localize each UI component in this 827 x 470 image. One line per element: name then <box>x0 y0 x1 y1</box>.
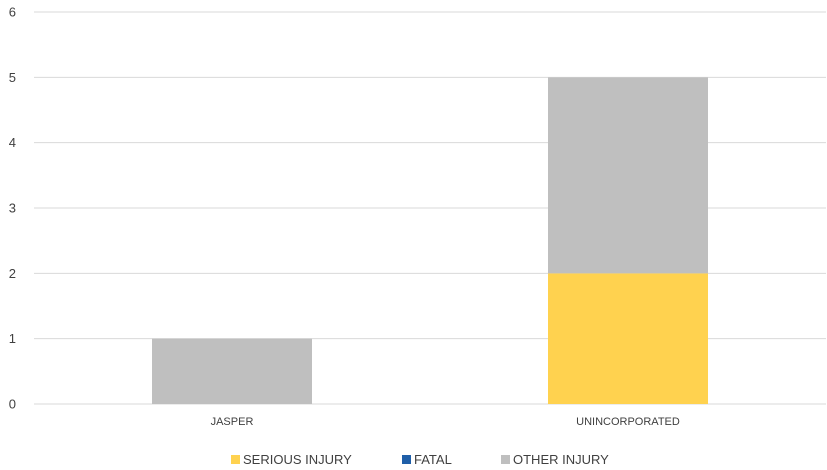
bars <box>152 77 708 404</box>
x-tick-label: JASPER <box>211 416 254 428</box>
y-tick-label: 4 <box>9 135 16 150</box>
x-tick-label: UNINCORPORATED <box>576 416 680 428</box>
x-axis-ticks: JASPER UNINCORPORATED <box>211 416 680 428</box>
y-tick-label: 5 <box>9 70 16 85</box>
bar-unincorporated-serious-injury <box>548 273 708 404</box>
bar-unincorporated-other-injury <box>548 77 708 274</box>
y-axis-ticks: 0 1 2 3 4 5 6 <box>9 5 16 412</box>
legend-label: SERIOUS INJURY <box>243 452 352 467</box>
y-tick-label: 0 <box>9 397 16 412</box>
y-tick-label: 3 <box>9 201 16 216</box>
y-tick-label: 6 <box>9 5 16 20</box>
bar-jasper-other-injury <box>152 338 312 404</box>
y-tick-label: 1 <box>9 331 16 346</box>
legend: SERIOUS INJURY FATAL OTHER INJURY <box>231 452 609 467</box>
legend-swatch <box>231 455 240 464</box>
legend-label: OTHER INJURY <box>513 452 609 467</box>
y-tick-label: 2 <box>9 266 16 281</box>
legend-swatch <box>402 455 411 464</box>
legend-swatch <box>501 455 510 464</box>
legend-label: FATAL <box>414 452 452 467</box>
